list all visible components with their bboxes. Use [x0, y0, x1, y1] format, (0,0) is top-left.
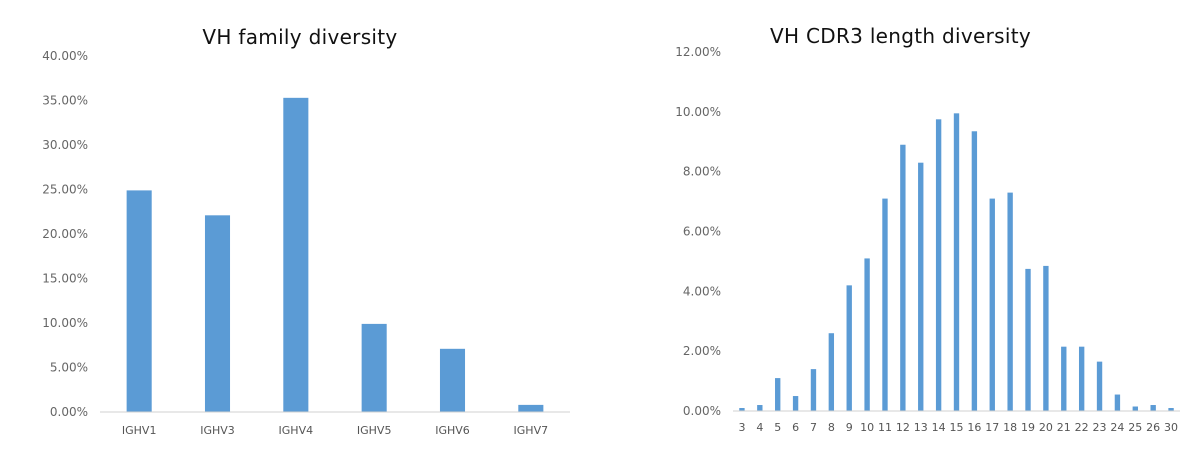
- x-tick-label: 15: [950, 421, 964, 434]
- y-tick-label: 12.00%: [675, 45, 721, 59]
- y-tick-label: 5.00%: [50, 361, 88, 375]
- bar: [935, 119, 942, 411]
- x-tick-label: IGHV6: [435, 424, 470, 437]
- bar: [1132, 406, 1138, 411]
- y-tick-label: 30.00%: [42, 138, 88, 152]
- y-tick-label: 8.00%: [683, 165, 721, 179]
- x-tick-label: 6: [792, 421, 799, 434]
- chart-title: VH family diversity: [202, 25, 398, 49]
- bar: [1007, 192, 1013, 411]
- bar: [1078, 346, 1085, 411]
- y-tick-label: 10.00%: [42, 316, 88, 330]
- bar: [518, 404, 544, 412]
- x-tick-label: IGHV7: [514, 424, 549, 437]
- x-tick-label: IGHV5: [357, 424, 392, 437]
- x-tick-label: 8: [828, 421, 835, 434]
- bar: [1061, 346, 1067, 411]
- x-tick-label: 3: [738, 421, 745, 434]
- x-tick-label: 22: [1075, 421, 1089, 434]
- cdr3-length-chart: VH CDR3 length diversity 0.00% 2.00% 4.00%…: [600, 0, 1201, 459]
- x-tick-label: 13: [914, 421, 928, 434]
- bar: [864, 258, 870, 411]
- x-tick-label: IGHV4: [279, 424, 314, 437]
- bar: [846, 285, 852, 411]
- y-tick-label: 35.00%: [42, 94, 88, 108]
- bar: [739, 408, 745, 411]
- x-tick-label: 12: [896, 421, 910, 434]
- bar: [882, 198, 888, 411]
- bar: [918, 162, 924, 411]
- x-tick-label: 17: [985, 421, 999, 434]
- bar: [900, 144, 906, 411]
- bar: [953, 113, 960, 412]
- bar: [1114, 394, 1121, 411]
- y-tick-label: 25.00%: [42, 183, 88, 197]
- bar: [989, 198, 995, 411]
- x-tick-label: 23: [1093, 421, 1107, 434]
- vh-family-plot: 0.00% 5.00% 10.00% 15.00% 20.00% 25.00% 30.00%…: [42, 49, 570, 437]
- x-tick-label: 26: [1146, 421, 1160, 434]
- y-tick-label: 6.00%: [683, 225, 721, 239]
- x-tick-label: 19: [1021, 421, 1035, 434]
- y-tick-label: 15.00%: [42, 272, 88, 286]
- bar: [792, 396, 799, 411]
- x-tick-label: 30: [1164, 421, 1178, 434]
- vh-family-chart: VH family diversity 0.00% 5.00% 10.00% 15.0…: [0, 0, 600, 459]
- bar: [126, 190, 152, 412]
- bar: [1025, 268, 1031, 411]
- x-tick-label: 11: [878, 421, 892, 434]
- bar: [283, 97, 309, 412]
- x-tick-label: 25: [1128, 421, 1142, 434]
- x-tick-label: 21: [1057, 421, 1071, 434]
- bar: [439, 348, 466, 412]
- y-tick-label: 40.00%: [42, 49, 88, 63]
- x-tick-label: 16: [967, 421, 981, 434]
- y-tick-label: 0.00%: [683, 404, 721, 418]
- bar: [361, 323, 387, 412]
- x-tick-label: 18: [1003, 421, 1017, 434]
- bar: [775, 378, 781, 411]
- bar: [810, 369, 817, 411]
- bar: [828, 333, 835, 411]
- bar: [1043, 265, 1049, 411]
- bar: [971, 131, 978, 411]
- bar: [1096, 361, 1103, 411]
- bar: [1168, 408, 1174, 411]
- x-tick-label: IGHV3: [200, 424, 235, 437]
- x-tick-label: 7: [810, 421, 817, 434]
- bar: [757, 405, 763, 411]
- x-tick-label: 9: [846, 421, 853, 434]
- x-tick-label: 20: [1039, 421, 1053, 434]
- y-tick-label: 2.00%: [683, 344, 721, 358]
- x-tick-label: 24: [1110, 421, 1124, 434]
- x-tick-label: 5: [774, 421, 781, 434]
- x-tick-label: 14: [932, 421, 946, 434]
- bar: [204, 215, 231, 412]
- y-tick-label: 10.00%: [675, 105, 721, 119]
- x-tick-label: IGHV1: [122, 424, 157, 437]
- x-tick-label: 10: [860, 421, 874, 434]
- chart-title: VH CDR3 length diversity: [770, 24, 1031, 48]
- y-tick-label: 0.00%: [50, 405, 88, 419]
- y-tick-label: 4.00%: [683, 284, 721, 298]
- y-tick-label: 20.00%: [42, 227, 88, 241]
- bar: [1150, 405, 1156, 411]
- x-tick-label: 4: [756, 421, 763, 434]
- cdr3-length-plot: 0.00% 2.00% 4.00% 6.00% 8.00% 10.00% 12.00% 3 4 5…: [675, 45, 1180, 434]
